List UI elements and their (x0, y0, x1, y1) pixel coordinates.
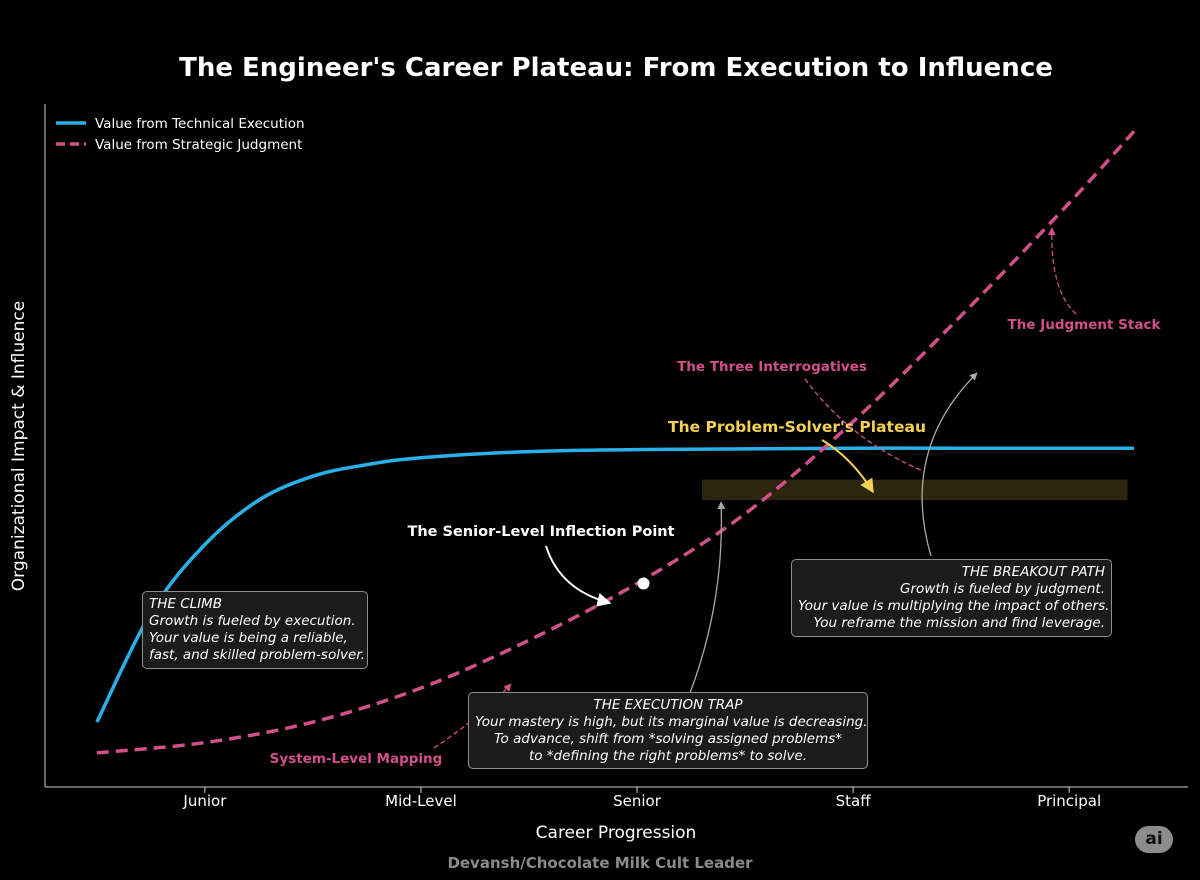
x-tick-label: Senior (613, 792, 662, 810)
execution-trap-box: THE EXECUTION TRAP Your mastery is high,… (468, 692, 868, 769)
legend-label-strategic-judgment: Value from Strategic Judgment (95, 137, 302, 153)
breakout-path-line-2: Your value is multiplying the impact of … (798, 598, 1110, 614)
judgment-stack-arrow (1047, 227, 1077, 315)
plateau-band (701, 479, 1128, 501)
plateau-arrow (821, 439, 874, 494)
series-strategic-judgment-line (96, 130, 1136, 755)
climb-box-line-2: Your value is being a reliable, (149, 630, 348, 646)
inflection-point-marker (637, 577, 650, 590)
breakout-path-arrow (921, 372, 978, 557)
judgment-stack-label: The Judgment Stack (1008, 317, 1162, 333)
climb-box: THE CLIMB Growth is fueled by execution.… (142, 591, 368, 669)
y-axis-label: Organizational Impact & Influence (9, 301, 29, 591)
execution-trap-heading: THE EXECUTION TRAP (593, 697, 743, 713)
climb-box-heading: THE CLIMB (149, 596, 223, 612)
credit-label: Devansh/Chocolate Milk Cult Leader (447, 854, 753, 872)
x-tick-label: Principal (1037, 792, 1101, 810)
legend-label-technical-execution: Value from Technical Execution (95, 116, 305, 132)
execution-trap-line-2: To advance, shift from *solving assigned… (493, 731, 843, 747)
execution-trap-line-1: Your mastery is high, but its marginal v… (475, 714, 868, 730)
series-technical-execution-line (95, 446, 1134, 723)
breakout-path-line-1: Growth is fueled by judgment. (900, 581, 1105, 597)
system-mapping-arrow (433, 683, 512, 749)
breakout-path-box: THE BREAKOUT PATH Growth is fueled by ju… (791, 559, 1112, 637)
system-mapping-label: System-Level Mapping (270, 751, 443, 767)
inflection-point-label: The Senior-Level Inflection Point (407, 524, 674, 540)
climb-box-line-3: fast, and skilled problem-solver. (149, 647, 365, 663)
legend: Value from Technical Execution Value fro… (56, 116, 305, 153)
x-axis-label: Career Progression (536, 823, 697, 843)
x-tick-label: Junior (182, 792, 227, 810)
x-tick-label: Mid-Level (385, 792, 457, 810)
x-ticks: Junior Mid-Level Senior Staff Principal (182, 787, 1101, 810)
breakout-path-heading: THE BREAKOUT PATH (961, 564, 1105, 580)
climb-box-line-1: Growth is fueled by execution. (149, 613, 356, 629)
three-interrogatives-label: The Three Interrogatives (677, 359, 867, 375)
three-interrogatives-arrow (804, 378, 924, 472)
chart-title: The Engineer's Career Plateau: From Exec… (179, 53, 1053, 83)
ai-badge: ai (1135, 826, 1173, 853)
plateau-label: The Problem-Solver's Plateau (668, 418, 926, 436)
inflection-arrow (545, 545, 612, 607)
execution-trap-arrow (689, 501, 726, 694)
x-tick-label: Staff (836, 792, 872, 810)
execution-trap-line-3: to *defining the right problems* to solv… (528, 748, 808, 764)
breakout-path-line-3: You reframe the mission and find leverag… (813, 615, 1106, 631)
